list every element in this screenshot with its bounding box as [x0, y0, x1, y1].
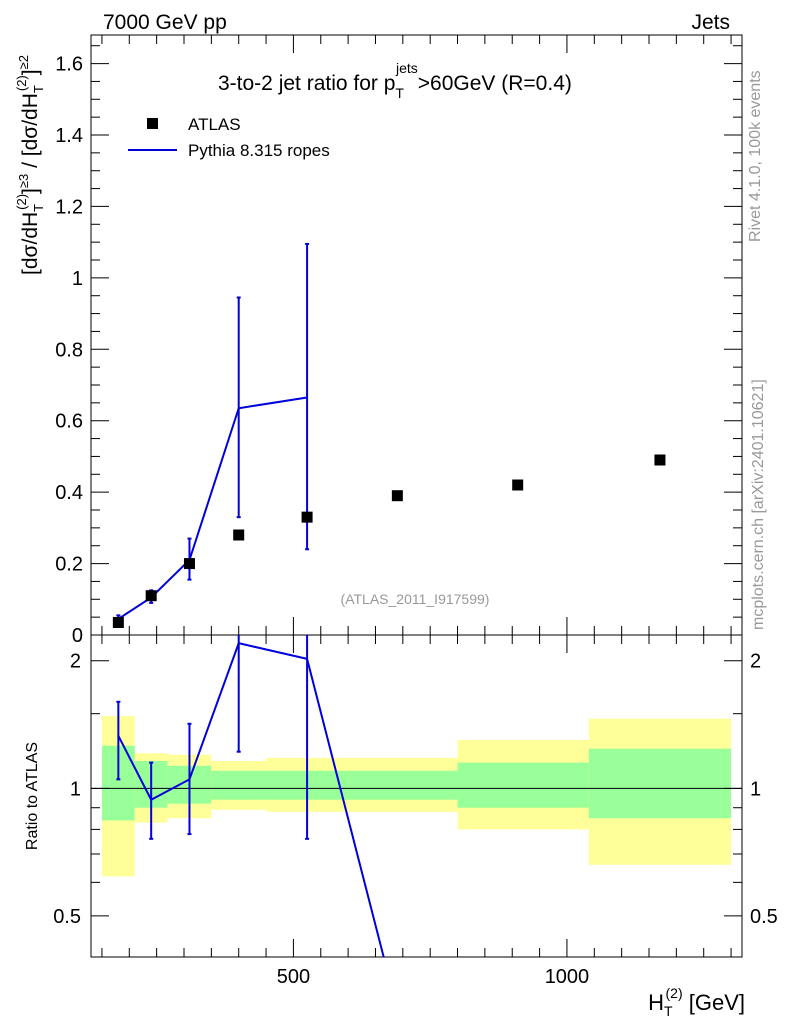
- title-sup: jets: [395, 60, 418, 76]
- atlas-data-point: [233, 529, 245, 541]
- x-tick-label: 500: [277, 966, 310, 988]
- ylabel-c: (2): [14, 194, 29, 210]
- ratio-ylabel: Ratio to ATLAS: [24, 742, 41, 850]
- ylabel-d: ]: [19, 188, 42, 194]
- xlabel-b: T: [664, 1003, 673, 1019]
- header-right: Jets: [691, 11, 730, 34]
- ylabel-g: T: [31, 85, 46, 93]
- y-tick-label: 0.8: [55, 339, 83, 361]
- y-tick-label: 0.4: [55, 482, 83, 504]
- main-data: [112, 242, 666, 628]
- atlas-data-point: [145, 590, 157, 602]
- ratio-tick-label-left: 0.5: [53, 906, 81, 928]
- y-tick-label: 1.4: [55, 125, 83, 147]
- ratio-frame: [90, 634, 743, 958]
- ratio-band-inner: [211, 770, 267, 800]
- y-tick-label: 0.2: [55, 554, 83, 576]
- atlas-data-point: [183, 558, 195, 570]
- main-title: 3-to-2 jet ratio for pTjets>60GeV (R=0.4…: [218, 60, 572, 101]
- atlas-data-point: [654, 454, 666, 466]
- ylabel-e: ≥3: [16, 174, 31, 188]
- ratio-data: [116, 635, 385, 958]
- ylabel-f: / [dσ/dH: [19, 93, 42, 174]
- analysis-ref: (ATLAS_2011_I917599): [341, 591, 490, 607]
- ratio-tick-label-left: 2: [70, 651, 81, 673]
- ratio-band-inner: [457, 762, 589, 808]
- title-sub: T: [395, 85, 404, 101]
- ratio-tick-label-right: 2: [750, 651, 761, 673]
- ylabel-i: ]: [19, 69, 42, 75]
- ylabel-j: ≥2: [16, 55, 31, 69]
- main-axis-ticks: 0 0.2 0.4 0.6 0.8 1 1.2 1.4 1.6: [55, 35, 742, 647]
- title-post: >60GeV (R=0.4): [418, 72, 572, 95]
- atlas-data-point: [391, 490, 403, 502]
- ylabel-h: (2): [14, 75, 29, 91]
- ratio-line: [117, 642, 385, 958]
- title-pre: 3-to-2 jet ratio for p: [218, 72, 395, 95]
- legend-atlas-label: ATLAS: [188, 115, 241, 134]
- ratio-panel: [101, 716, 732, 877]
- ratio-tick-label-right: 1: [750, 778, 761, 800]
- y-tick-label: 1.2: [55, 196, 83, 218]
- ylabel-b: T: [31, 204, 46, 212]
- atlas-data-point: [512, 479, 524, 491]
- x-tick-label: 1000: [545, 966, 590, 988]
- legend-pythia-label: Pythia 8.315 ropes: [188, 141, 330, 160]
- header-left: 7000 GeV pp: [103, 11, 227, 34]
- ratio-band-inner: [588, 748, 732, 819]
- ratio-tick-label-right: 0.5: [750, 906, 778, 928]
- ylabel-a: [dσ/dH: [19, 212, 42, 275]
- ratio-axis-ticks: 500 1000 0.5 0.5 1 1 2 2: [53, 635, 778, 988]
- mc-line: [117, 396, 308, 620]
- xlabel-a: H: [648, 990, 664, 1015]
- ratio-band-inner: [348, 770, 458, 800]
- mcplots-label: mcplots.cern.ch [arXiv:2401.10621]: [750, 379, 767, 630]
- main-ylabel: [dσ/dHT(2)]≥3 / [dσ/dHT(2)]≥2: [14, 55, 46, 275]
- xlabel-c: (2): [666, 985, 683, 1001]
- y-tick-label: 0: [72, 625, 83, 647]
- y-tick-label: 1: [72, 268, 83, 290]
- y-tick-label: 0.6: [55, 411, 83, 433]
- rivet-label: Rivet 4.1.0, 100k events: [747, 70, 764, 242]
- ratio-tick-label-left: 1: [70, 778, 81, 800]
- atlas-data-point: [112, 617, 124, 628]
- y-tick-label: 1.6: [55, 54, 83, 76]
- xlabel: HT (2) [GeV]: [648, 985, 745, 1019]
- xlabel-d: [GeV]: [683, 990, 745, 1015]
- atlas-data-point: [301, 511, 313, 523]
- legend-atlas-marker: [147, 118, 158, 129]
